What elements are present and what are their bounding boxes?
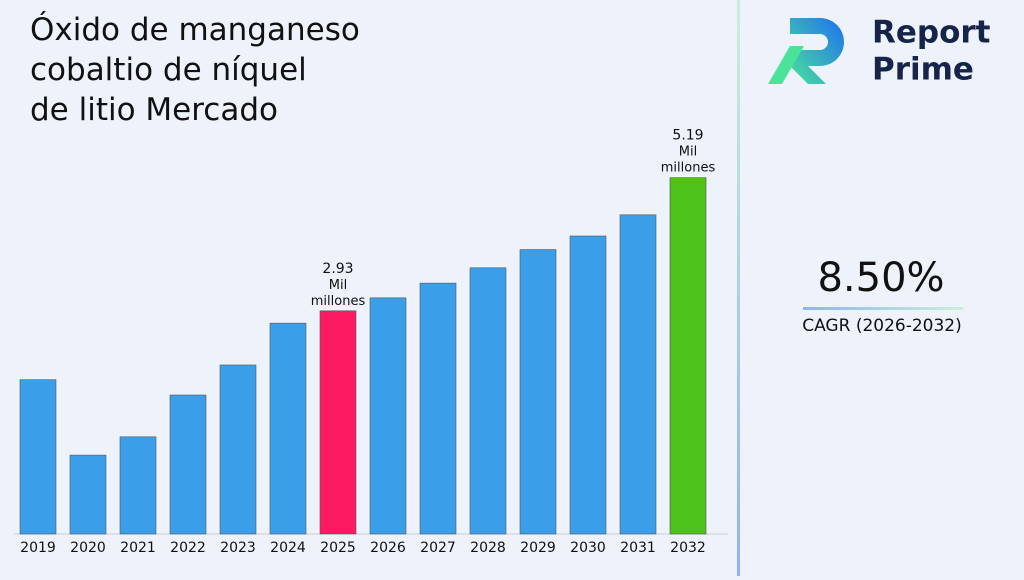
- x-tick-label: 2032: [670, 540, 706, 556]
- x-tick-label: 2028: [470, 540, 506, 556]
- bar: [69, 454, 107, 535]
- x-tick-label: 2031: [620, 540, 656, 556]
- cagr-label: CAGR (2026-2032): [802, 316, 962, 336]
- chart-title: cobaltio de níquel: [30, 52, 307, 88]
- x-tick-label: 2027: [420, 540, 456, 556]
- bar: [669, 177, 707, 535]
- bar: [169, 394, 207, 535]
- bar: [119, 436, 157, 535]
- brand: Report: [872, 15, 991, 51]
- bar: [269, 322, 307, 535]
- bar: [469, 267, 507, 535]
- x-tick-label: 2024: [270, 540, 306, 556]
- underline: [803, 307, 963, 310]
- chart-title: de litio Mercado: [30, 92, 278, 128]
- value-label: 2.93 Mil millones: [311, 261, 366, 309]
- chart-title: Óxido de manganeso: [30, 11, 360, 48]
- cagr-value: 8.50%: [817, 255, 944, 301]
- brand: Prime: [872, 52, 974, 88]
- bar: [369, 297, 407, 535]
- x-tick-label: 2022: [170, 540, 206, 556]
- bar: [19, 379, 57, 535]
- x-tick-label: 2029: [520, 540, 556, 556]
- logo-icon: [768, 18, 844, 84]
- divider: [737, 0, 740, 576]
- bar: [569, 235, 607, 535]
- bar: [219, 364, 257, 535]
- x-tick-label: 2023: [220, 540, 256, 556]
- x-tick-label: 2026: [370, 540, 406, 556]
- bar: [419, 282, 457, 535]
- x-tick-label: 2019: [20, 540, 56, 556]
- value-label: 5.19 Mil millones: [661, 128, 716, 176]
- x-tick-label: 2021: [120, 540, 156, 556]
- bar: [319, 310, 357, 535]
- x-tick-label: 2020: [70, 540, 106, 556]
- bar: [619, 214, 657, 535]
- x-tick-label: 2025: [320, 540, 356, 556]
- bar: [519, 249, 557, 535]
- x-tick-label: 2030: [570, 540, 606, 556]
